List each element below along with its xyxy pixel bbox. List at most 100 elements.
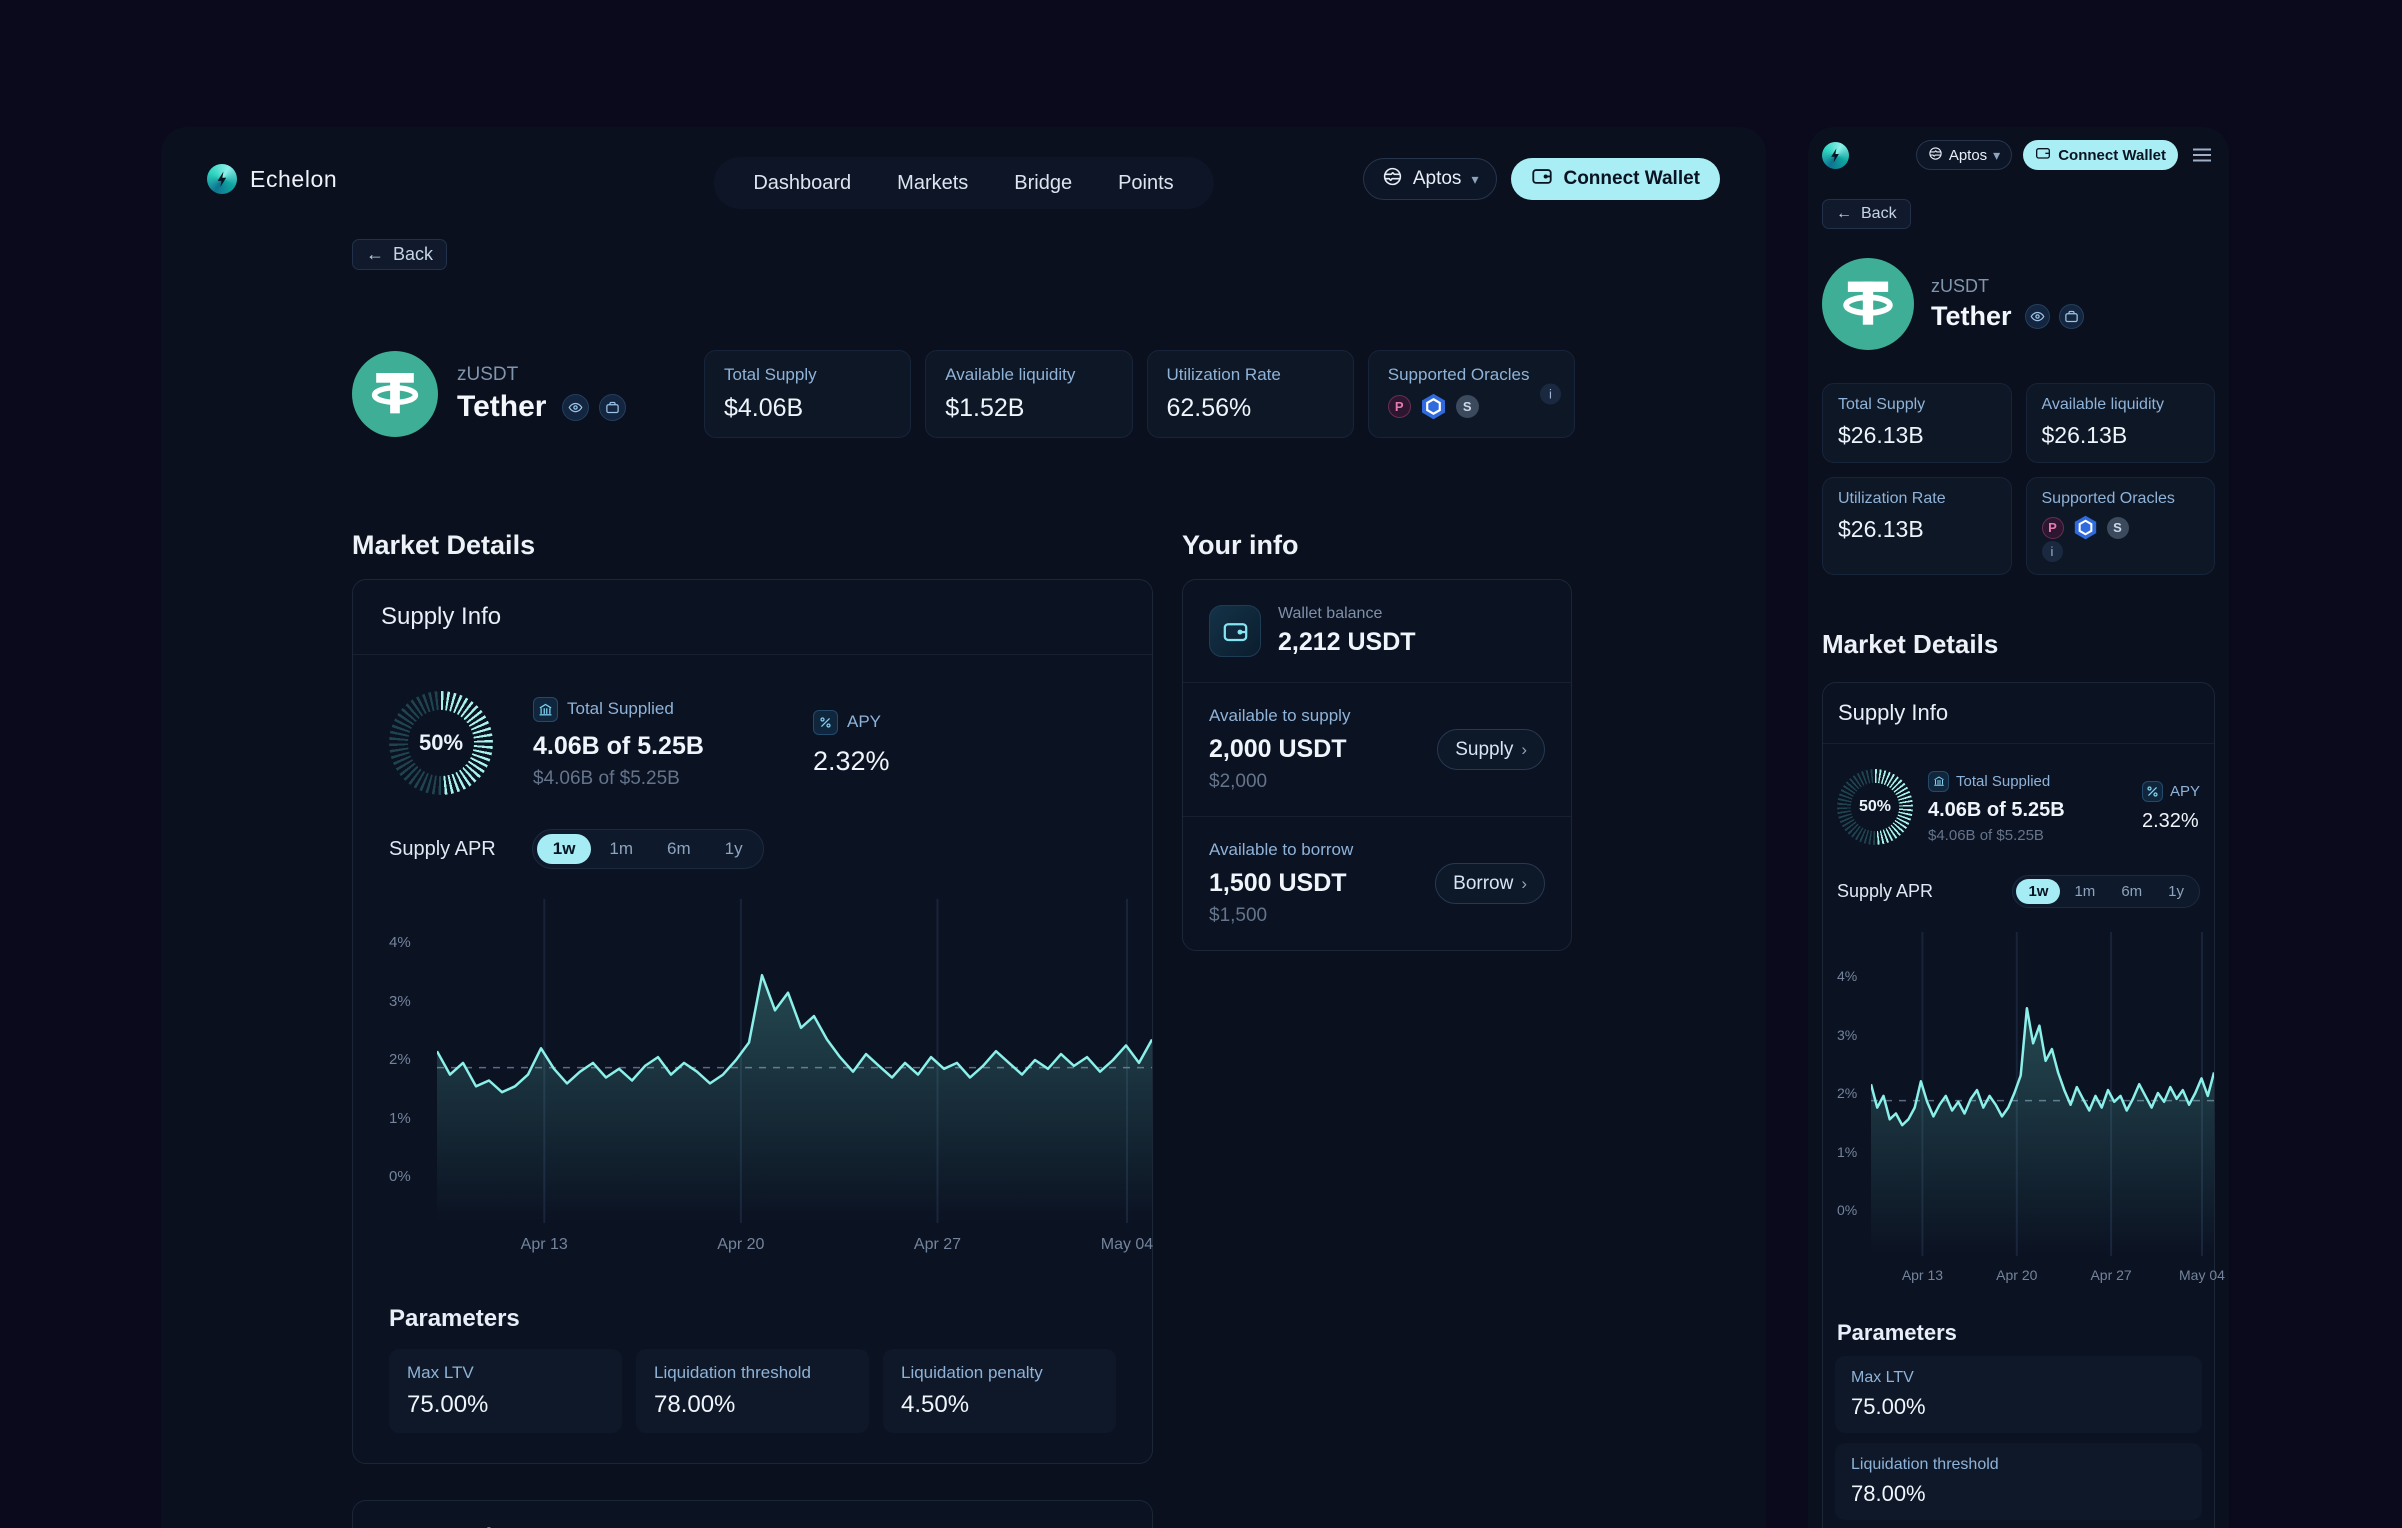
stat-supported-oracles: Supported Oracles P S i	[1367, 350, 1575, 438]
stat-label: Available liquidity	[2041, 396, 2164, 413]
token-names: zUSDT Tether	[457, 364, 627, 424]
aptos-icon	[1928, 146, 1943, 165]
chart-x-axis: Apr 13 Apr 20 Apr 27 May 04	[1871, 1256, 2225, 1294]
info-icon[interactable]: i	[1540, 383, 1561, 405]
view-explorer-eye-icon[interactable]	[2024, 304, 2050, 329]
chart-y-axis: 4% 3% 2% 1% 0%	[389, 899, 437, 1223]
total-supplied-icon	[1928, 770, 1949, 792]
token-name: Tether	[1931, 301, 2012, 331]
total-supplied-value: 4.06B of 5.25B	[533, 731, 704, 760]
apr-range-tabs: 1w 1m 6m 1y	[2012, 875, 2200, 908]
network-selector[interactable]: Aptos ▾	[1362, 158, 1498, 200]
x-tick: Apr 27	[2090, 1267, 2132, 1283]
total-supplied-block: Total Supplied 4.06B of 5.25B $4.06B of …	[533, 696, 789, 790]
available-supply-usd: $2,000	[1209, 771, 1268, 792]
stat-available-liquidity: Available liquidity $1.52B	[925, 350, 1133, 438]
header-actions: Aptos ▾ Connect Wallet	[1362, 158, 1720, 200]
your-info-card: Wallet balance 2,212 USDT Available to s…	[1182, 579, 1572, 951]
available-borrow-label: Available to borrow	[1209, 840, 1354, 859]
x-tick: Apr 20	[1996, 1267, 2038, 1283]
oracle-icons-row: P S	[1387, 392, 1555, 421]
stat-value: $4.06B	[724, 394, 804, 422]
tab-1y[interactable]: 1y	[724, 839, 743, 858]
oracle-icons-row: P S	[2041, 514, 2200, 541]
stat-value: $26.13B	[1838, 516, 1924, 542]
total-supplied-value: 4.06B of 5.25B	[1928, 798, 2065, 821]
token-identity: zUSDT Tether	[1822, 258, 2215, 350]
parameters-title: Parameters	[1837, 1320, 1957, 1345]
supply-donut-percent: 50%	[1858, 798, 1892, 815]
connect-wallet-button[interactable]: Connect Wallet	[1511, 158, 1720, 200]
borrow-button-label: Borrow	[1453, 872, 1514, 894]
total-supplied-icon	[533, 696, 558, 722]
tether-logo	[352, 351, 438, 437]
token-symbol: zUSDT	[457, 364, 519, 385]
tab-1m[interactable]: 1m	[609, 839, 634, 858]
total-supplied-block: Total Supplied 4.06B of 5.25B $4.06B of …	[1928, 770, 2065, 844]
brand-name: Echelon	[250, 165, 338, 192]
token-identity: zUSDT Tether	[352, 351, 704, 437]
tab-1w[interactable]: 1w	[536, 834, 592, 864]
tab-1w[interactable]: 1w	[2016, 879, 2061, 904]
echelon-logo-icon[interactable]	[1822, 141, 1849, 169]
stat-utilization-rate: Utilization Rate 62.56%	[1146, 350, 1354, 438]
nav-markets[interactable]: Markets	[897, 171, 969, 194]
brand[interactable]: Echelon	[207, 164, 337, 194]
hexagon-oracle-icon	[2072, 514, 2099, 541]
supply-button-label: Supply	[1455, 738, 1514, 760]
menu-hamburger-icon[interactable]	[2189, 142, 2215, 168]
nav-points[interactable]: Points	[1118, 171, 1174, 194]
chart-x-axis: Apr 13 Apr 20 Apr 27 May 04	[437, 1223, 1154, 1265]
parameter-cards: Max LTV 75.00% Liquidation threshold 78.…	[389, 1349, 1116, 1463]
add-to-wallet-icon[interactable]	[2058, 304, 2084, 329]
wallet-balance-icon	[1209, 605, 1261, 657]
supply-summary-row: 50% Total Supplied 4.06B of 5.25B	[353, 655, 1152, 795]
total-supplied-usd: $4.06B of $5.25B	[533, 767, 680, 789]
back-button[interactable]: ← Back	[1822, 199, 1911, 229]
param-value: 75.00%	[407, 1391, 489, 1418]
parameters-title: Parameters	[389, 1305, 520, 1332]
desktop-content: ← Back zUSDT Tether	[161, 201, 1766, 1528]
chevron-right-icon: ›	[1521, 873, 1527, 893]
view-explorer-eye-icon[interactable]	[562, 393, 590, 421]
tab-6m[interactable]: 6m	[2121, 883, 2143, 900]
network-label: Aptos	[1412, 168, 1462, 189]
x-tick: Apr 13	[1901, 1267, 1944, 1283]
y-tick: 0%	[1837, 1202, 1858, 1218]
stat-value: $1.52B	[945, 394, 1025, 422]
total-supplied-label: Total Supplied	[567, 699, 674, 718]
apy-icon	[2141, 781, 2163, 802]
y-tick: 3%	[1837, 1026, 1858, 1043]
supply-apr-row: Supply APR 1w 1m 6m 1y	[353, 795, 1152, 869]
y-tick: 4%	[1837, 968, 1858, 984]
main-nav: Dashboard Markets Bridge Points	[713, 157, 1214, 209]
param-label: Max LTV	[1851, 1369, 1914, 1386]
apr-chart-area: 4% 3% 2% 1% 0%	[1823, 932, 2216, 1256]
network-selector[interactable]: Aptos ▾	[1915, 140, 2013, 170]
param-label: Liquidation penalty	[901, 1363, 1043, 1382]
add-to-wallet-icon[interactable]	[599, 393, 627, 421]
available-borrow-value: 1,500 USDT	[1209, 869, 1347, 897]
supply-button[interactable]: Supply ›	[1437, 729, 1545, 770]
tab-1y[interactable]: 1y	[2168, 883, 2184, 900]
nav-dashboard[interactable]: Dashboard	[753, 171, 852, 194]
x-tick: Apr 27	[913, 1236, 962, 1253]
y-tick: 2%	[389, 1051, 411, 1068]
info-icon[interactable]: i	[2041, 541, 2063, 562]
connect-wallet-button[interactable]: Connect Wallet	[2023, 140, 2178, 170]
param-max-ltv: Max LTV 75.00%	[1835, 1356, 2202, 1433]
stat-value: $26.13B	[1838, 422, 1924, 448]
chevron-right-icon: ›	[1521, 739, 1527, 759]
x-tick: Apr 13	[520, 1236, 568, 1253]
tab-6m[interactable]: 6m	[667, 839, 691, 858]
stat-utilization-rate: Utilization Rate $26.13B	[1822, 477, 2012, 575]
back-button[interactable]: ← Back	[352, 239, 448, 270]
apy-value: 2.32%	[2141, 810, 2199, 832]
nav-bridge[interactable]: Bridge	[1014, 171, 1073, 194]
connect-wallet-label: Connect Wallet	[1563, 168, 1700, 189]
available-borrow-usd: $1,500	[1209, 905, 1268, 926]
borrow-button[interactable]: Borrow ›	[1435, 863, 1545, 904]
tab-1m[interactable]: 1m	[2074, 883, 2096, 900]
stat-label: Supported Oracles	[2041, 490, 2175, 507]
